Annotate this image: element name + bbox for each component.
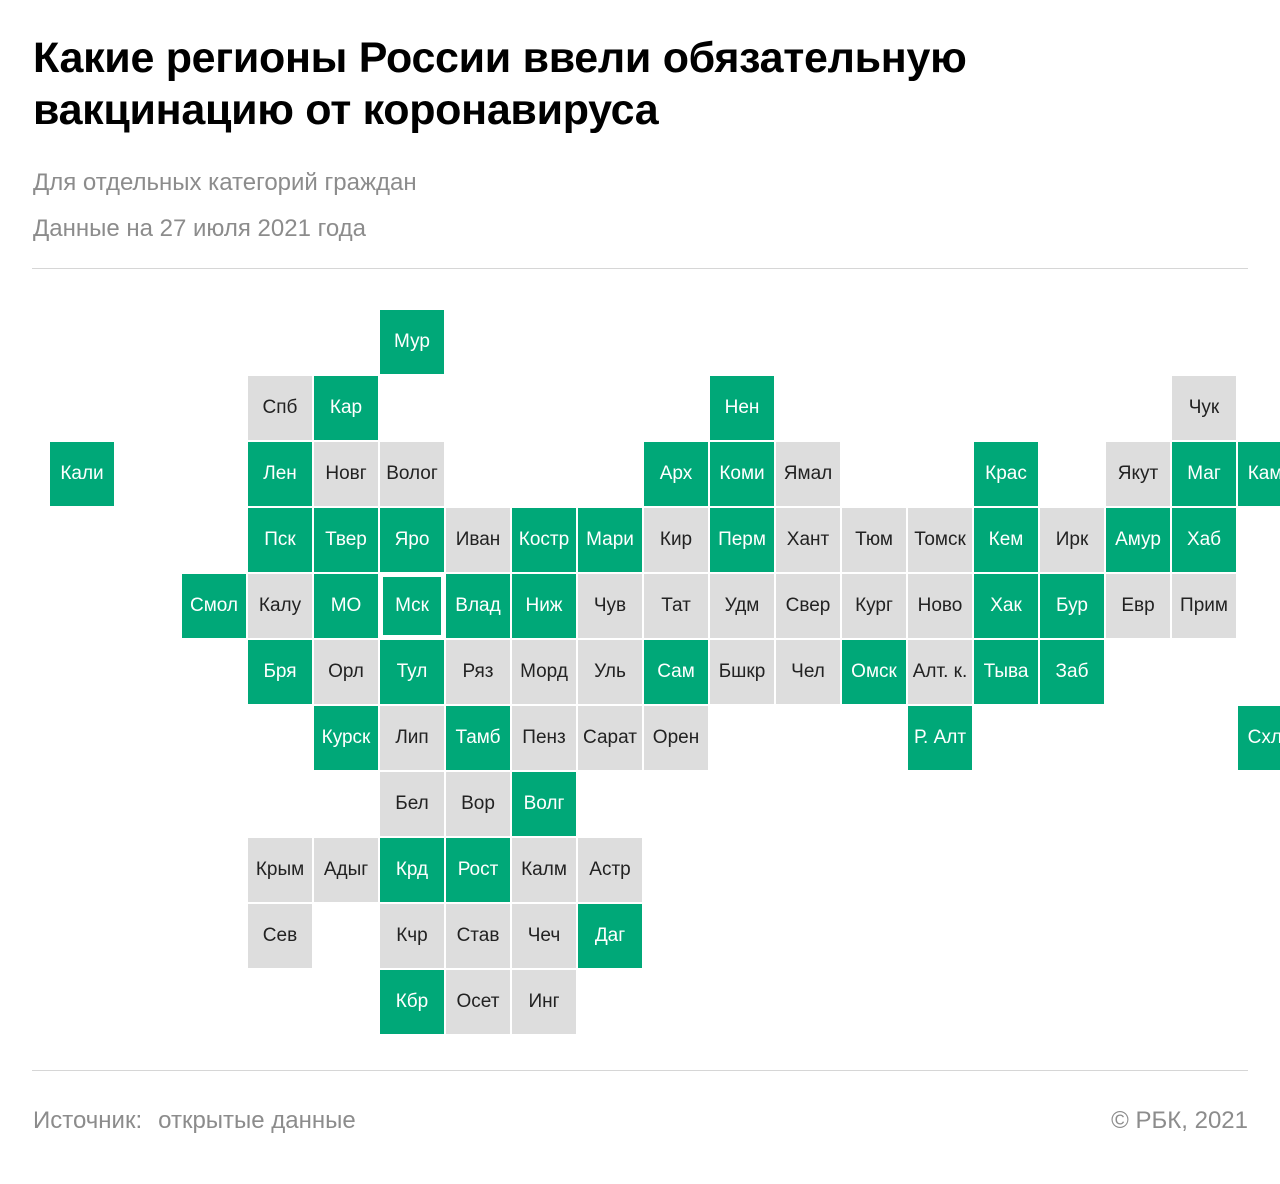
region-tile: Камч <box>1238 442 1280 506</box>
region-tile: Чел <box>776 640 840 704</box>
region-tile: Калу <box>248 574 312 638</box>
region-tile: Амур <box>1106 508 1170 572</box>
region-tile: Курск <box>314 706 378 770</box>
region-tile: Коми <box>710 442 774 506</box>
region-tile: Влад <box>446 574 510 638</box>
source-note: Источник: открытые данные <box>33 1107 356 1135</box>
source-value: открытые данные <box>158 1107 356 1134</box>
region-tile: Мск <box>380 574 444 638</box>
region-tile: Спб <box>248 376 312 440</box>
region-tile: Прим <box>1172 574 1236 638</box>
region-tile: Калм <box>512 838 576 902</box>
region-tile: Иван <box>446 508 510 572</box>
region-tile: Даг <box>578 904 642 968</box>
region-tile: Инг <box>512 970 576 1034</box>
region-tile: Ново <box>908 574 972 638</box>
region-tile: Бря <box>248 640 312 704</box>
region-tile: Адыг <box>314 838 378 902</box>
region-tile: Удм <box>710 574 774 638</box>
region-tile: Кург <box>842 574 906 638</box>
region-tile: Тат <box>644 574 708 638</box>
bottom-divider <box>32 1070 1248 1071</box>
region-tile: Орл <box>314 640 378 704</box>
date-note: Данные на 27 июля 2021 года <box>33 215 367 242</box>
region-tile: Крас <box>974 442 1038 506</box>
region-tile: Пск <box>248 508 312 572</box>
region-tile: Нен <box>710 376 774 440</box>
region-tile: Крым <box>248 838 312 902</box>
region-tile: Волг <box>512 772 576 836</box>
top-divider <box>32 268 1248 269</box>
region-tile: Ряз <box>446 640 510 704</box>
region-tile: Сарат <box>578 706 642 770</box>
region-tile: Сев <box>248 904 312 968</box>
region-tile: Чук <box>1172 376 1236 440</box>
region-tile: Арх <box>644 442 708 506</box>
region-tile: Маг <box>1172 442 1236 506</box>
region-tile: Хаб <box>1172 508 1236 572</box>
region-tile: Кем <box>974 508 1038 572</box>
region-tile: Крд <box>380 838 444 902</box>
region-tile: Сам <box>644 640 708 704</box>
region-tile: Хант <box>776 508 840 572</box>
region-tile: Твер <box>314 508 378 572</box>
region-tile: Морд <box>512 640 576 704</box>
region-tile: Кали <box>50 442 114 506</box>
region-tile: МО <box>314 574 378 638</box>
page-title: Какие регионы России ввели обязательную … <box>33 34 967 134</box>
region-tile: Уль <box>578 640 642 704</box>
region-tile: Схлн <box>1238 706 1280 770</box>
region-tile: Кбр <box>380 970 444 1034</box>
region-tile: Бур <box>1040 574 1104 638</box>
region-tile: Кир <box>644 508 708 572</box>
region-tile: Пенз <box>512 706 576 770</box>
region-tile: Мари <box>578 508 642 572</box>
region-tile: Вор <box>446 772 510 836</box>
region-tile: Ниж <box>512 574 576 638</box>
region-tile: Тамб <box>446 706 510 770</box>
subtitle: Для отдельных категорий граждан <box>33 169 417 196</box>
region-tile: Алт. к. <box>908 640 972 704</box>
region-tile: Евр <box>1106 574 1170 638</box>
copyright: © РБК, 2021 <box>1111 1107 1248 1134</box>
region-tile: Рост <box>446 838 510 902</box>
region-tile: Омск <box>842 640 906 704</box>
region-tile: Ямал <box>776 442 840 506</box>
region-tile: Волог <box>380 442 444 506</box>
region-tile: Лип <box>380 706 444 770</box>
region-tile: Смол <box>182 574 246 638</box>
region-tile: Костр <box>512 508 576 572</box>
region-tile: Свер <box>776 574 840 638</box>
source-label: Источник: <box>33 1107 143 1134</box>
region-tile: Тюм <box>842 508 906 572</box>
region-tile: Р. Алт <box>908 706 972 770</box>
region-tile: Бшкр <box>710 640 774 704</box>
region-tile: Новг <box>314 442 378 506</box>
region-tile: Заб <box>1040 640 1104 704</box>
region-tile: Яро <box>380 508 444 572</box>
region-tile: Перм <box>710 508 774 572</box>
region-tile: Мур <box>380 310 444 374</box>
region-tile: Якут <box>1106 442 1170 506</box>
region-tile: Ирк <box>1040 508 1104 572</box>
region-tile: Чув <box>578 574 642 638</box>
region-tile: Осет <box>446 970 510 1034</box>
region-tile: Чеч <box>512 904 576 968</box>
region-tile: Тул <box>380 640 444 704</box>
region-tile: Астр <box>578 838 642 902</box>
region-tile: Томск <box>908 508 972 572</box>
region-tile: Кчр <box>380 904 444 968</box>
region-tile: Став <box>446 904 510 968</box>
region-tile: Лен <box>248 442 312 506</box>
region-tile: Бел <box>380 772 444 836</box>
region-tile: Хак <box>974 574 1038 638</box>
region-tile: Тыва <box>974 640 1038 704</box>
region-tile: Кар <box>314 376 378 440</box>
region-tile: Орен <box>644 706 708 770</box>
